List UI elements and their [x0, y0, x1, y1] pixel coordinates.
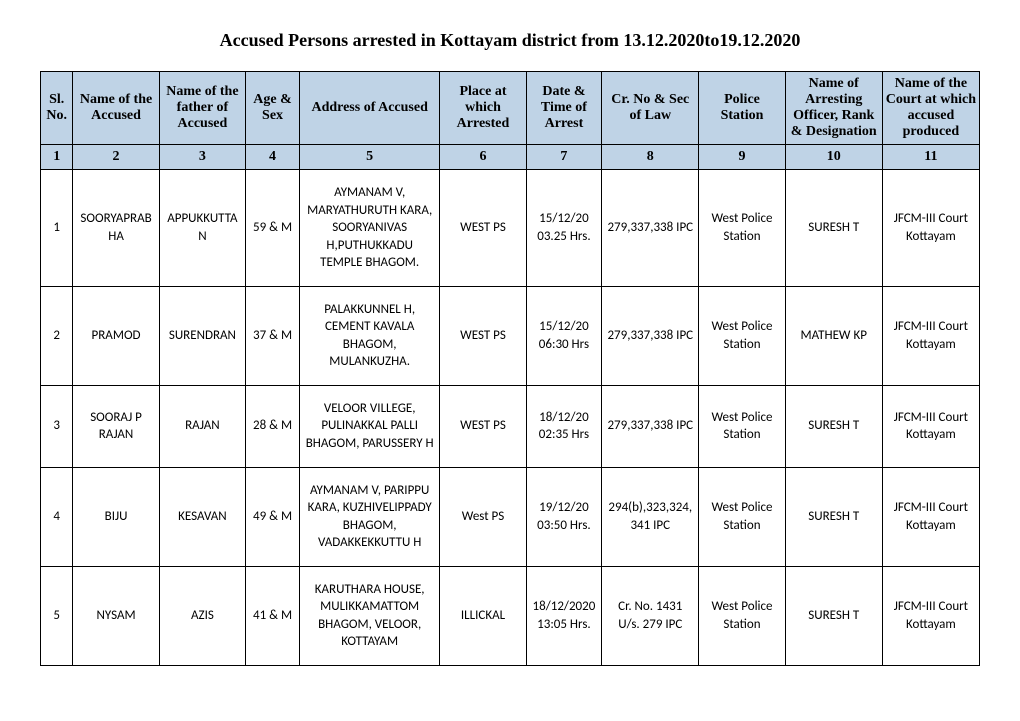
table-row: 4 BIJU KESAVAN 49 & M AYMANAM V, PARIPPU…: [41, 467, 980, 566]
col-header: Name of the Accused: [73, 72, 159, 145]
cell-father: SURENDRAN: [159, 286, 245, 385]
cell-address: AYMANAM V, MARYATHURUTH KARA, SOORYANIVA…: [300, 170, 440, 287]
cell-place: WEST PS: [440, 385, 526, 467]
col-num: 4: [246, 145, 300, 170]
cell-officer: SURESH T: [785, 170, 882, 287]
col-header: Name of the father of Accused: [159, 72, 245, 145]
cell-datetime: 15/12/20 06:30 Hrs: [526, 286, 602, 385]
cell-place: WEST PS: [440, 286, 526, 385]
col-num: 6: [440, 145, 526, 170]
cell-officer: SURESH T: [785, 467, 882, 566]
cell-crno: 294(b),323,324,341 IPC: [602, 467, 699, 566]
cell-age-sex: 37 & M: [246, 286, 300, 385]
cell-sl: 3: [41, 385, 73, 467]
cell-sl: 5: [41, 566, 73, 665]
cell-sl: 2: [41, 286, 73, 385]
arrests-table: Sl. No. Name of the Accused Name of the …: [40, 71, 980, 666]
table-row: 1 SOORYAPRABHA APPUKKUTTAN 59 & M AYMANA…: [41, 170, 980, 287]
cell-court: JFCM-III Court Kottayam: [882, 170, 979, 287]
cell-address: VELOOR VILLEGE, PULINAKKAL PALLI BHAGOM,…: [300, 385, 440, 467]
cell-place: ILLICKAL: [440, 566, 526, 665]
col-header: Name of Arresting Officer, Rank & Design…: [785, 72, 882, 145]
cell-ps: West Police Station: [699, 170, 785, 287]
col-num: 3: [159, 145, 245, 170]
cell-crno: 279,337,338 IPC: [602, 286, 699, 385]
col-header: Date & Time of Arrest: [526, 72, 602, 145]
col-num: 10: [785, 145, 882, 170]
col-header: Police Station: [699, 72, 785, 145]
col-header: Age & Sex: [246, 72, 300, 145]
col-num: 9: [699, 145, 785, 170]
cell-officer: MATHEW KP: [785, 286, 882, 385]
cell-place: WEST PS: [440, 170, 526, 287]
col-num: 7: [526, 145, 602, 170]
cell-place: West PS: [440, 467, 526, 566]
cell-crno: Cr. No. 1431 U/s. 279 IPC: [602, 566, 699, 665]
col-header: Sl. No.: [41, 72, 73, 145]
col-header: Place at which Arrested: [440, 72, 526, 145]
table-row: 3 SOORAJ P RAJAN RAJAN 28 & M VELOOR VIL…: [41, 385, 980, 467]
header-row: Sl. No. Name of the Accused Name of the …: [41, 72, 980, 145]
col-num: 2: [73, 145, 159, 170]
cell-address: KARUTHARA HOUSE, MULIKKAMATTOM BHAGOM, V…: [300, 566, 440, 665]
table-row: 5 NYSAM AZIS 41 & M KARUTHARA HOUSE, MUL…: [41, 566, 980, 665]
cell-court: JFCM-III Court Kottayam: [882, 286, 979, 385]
cell-father: APPUKKUTTAN: [159, 170, 245, 287]
cell-father: RAJAN: [159, 385, 245, 467]
cell-ps: West Police Station: [699, 385, 785, 467]
cell-address: PALAKKUNNEL H, CEMENT KAVALA BHAGOM, MUL…: [300, 286, 440, 385]
cell-father: KESAVAN: [159, 467, 245, 566]
cell-datetime: 18/12/2020 13:05 Hrs.: [526, 566, 602, 665]
page-title: Accused Persons arrested in Kottayam dis…: [40, 30, 980, 51]
col-header: Address of Accused: [300, 72, 440, 145]
cell-crno: 279,337,338 IPC: [602, 170, 699, 287]
col-num: 5: [300, 145, 440, 170]
col-num: 11: [882, 145, 979, 170]
cell-ps: West Police Station: [699, 286, 785, 385]
col-header: Name of the Court at which accused produ…: [882, 72, 979, 145]
table-row: 2 PRAMOD SURENDRAN 37 & M PALAKKUNNEL H,…: [41, 286, 980, 385]
cell-age-sex: 28 & M: [246, 385, 300, 467]
col-header: Cr. No & Sec of Law: [602, 72, 699, 145]
cell-age-sex: 59 & M: [246, 170, 300, 287]
cell-court: JFCM-III Court Kottayam: [882, 385, 979, 467]
cell-crno: 279,337,338 IPC: [602, 385, 699, 467]
cell-sl: 1: [41, 170, 73, 287]
cell-name: PRAMOD: [73, 286, 159, 385]
cell-court: JFCM-III Court Kottayam: [882, 566, 979, 665]
cell-datetime: 19/12/20 03:50 Hrs.: [526, 467, 602, 566]
cell-name: SOORYAPRABHA: [73, 170, 159, 287]
cell-sl: 4: [41, 467, 73, 566]
column-number-row: 1 2 3 4 5 6 7 8 9 10 11: [41, 145, 980, 170]
cell-ps: West Police Station: [699, 467, 785, 566]
cell-name: NYSAM: [73, 566, 159, 665]
col-num: 1: [41, 145, 73, 170]
cell-ps: West Police Station: [699, 566, 785, 665]
cell-officer: SURESH T: [785, 385, 882, 467]
cell-name: SOORAJ P RAJAN: [73, 385, 159, 467]
col-num: 8: [602, 145, 699, 170]
cell-age-sex: 49 & M: [246, 467, 300, 566]
cell-datetime: 15/12/20 03.25 Hrs.: [526, 170, 602, 287]
cell-father: AZIS: [159, 566, 245, 665]
cell-officer: SURESH T: [785, 566, 882, 665]
cell-age-sex: 41 & M: [246, 566, 300, 665]
cell-name: BIJU: [73, 467, 159, 566]
cell-datetime: 18/12/20 02:35 Hrs: [526, 385, 602, 467]
cell-court: JFCM-III Court Kottayam: [882, 467, 979, 566]
cell-address: AYMANAM V, PARIPPU KARA, KUZHIVELIPPADY …: [300, 467, 440, 566]
